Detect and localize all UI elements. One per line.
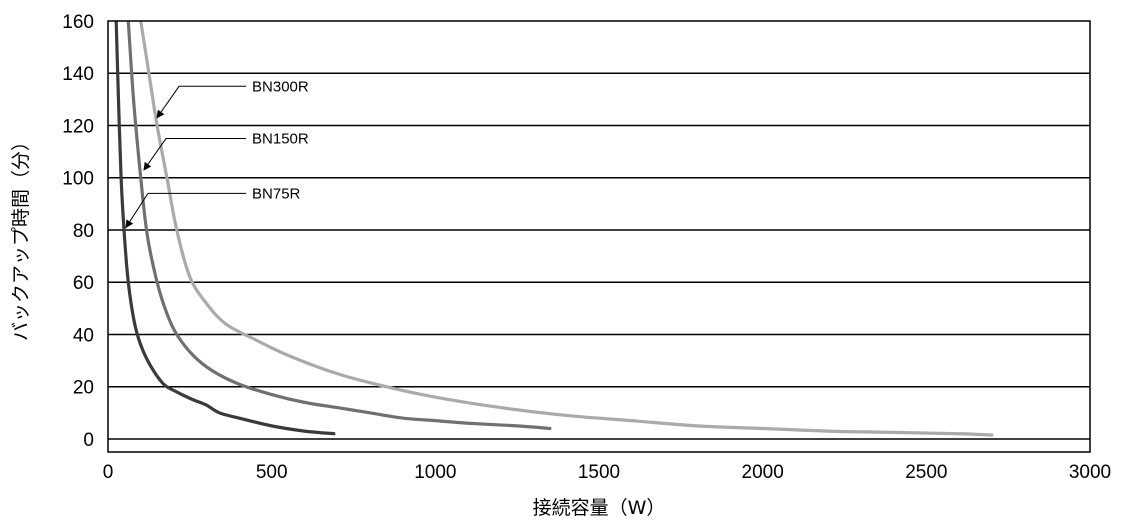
y-tick-label: 20 [73, 378, 94, 399]
y-tick-label: 160 [62, 12, 94, 33]
x-axis-title: 接続容量（W） [533, 497, 666, 519]
x-tick-label: 2500 [905, 462, 947, 483]
annotation-label-bn75r: BN75R [252, 185, 301, 202]
annotation-leader-bn150r [143, 138, 247, 171]
y-tick-label: 80 [73, 221, 94, 242]
series-layer [114, 21, 994, 437]
series-line-bn300r [139, 21, 994, 437]
annotation-label-bn150r: BN150R [252, 131, 309, 148]
annotation-leader-bn75r [125, 192, 247, 229]
x-tick-label: 2000 [742, 462, 784, 483]
y-tick-label: 140 [62, 64, 94, 85]
tick-layer: 0 20 40 60 80 100 120 140 160 0 500 1000 1500 2000 250… [62, 12, 1111, 483]
x-tick-label: 0 [103, 462, 114, 483]
y-tick-label: 120 [62, 116, 94, 137]
x-tick-label: 500 [256, 462, 288, 483]
y-tick-label: 0 [83, 430, 94, 451]
series-line-bn150r [126, 21, 552, 431]
annotation-label-bn300r: BN300R [252, 78, 309, 95]
y-tick-label: 40 [73, 325, 94, 346]
series-line-bn75r [114, 21, 336, 436]
x-tick-label: 1000 [414, 462, 456, 483]
annotation-leader-bn300r [156, 85, 247, 119]
grid-layer [108, 72, 1090, 440]
y-tick-label: 100 [62, 169, 94, 190]
x-tick-label: 1500 [578, 462, 620, 483]
plot-frame [107, 20, 1091, 453]
x-tick-label: 3000 [1069, 462, 1111, 483]
annotation-layer: BN300R BN150R BN75R [125, 78, 309, 229]
y-axis-title: バックアップ時間（分） [10, 132, 32, 341]
y-tick-label: 60 [73, 273, 94, 294]
